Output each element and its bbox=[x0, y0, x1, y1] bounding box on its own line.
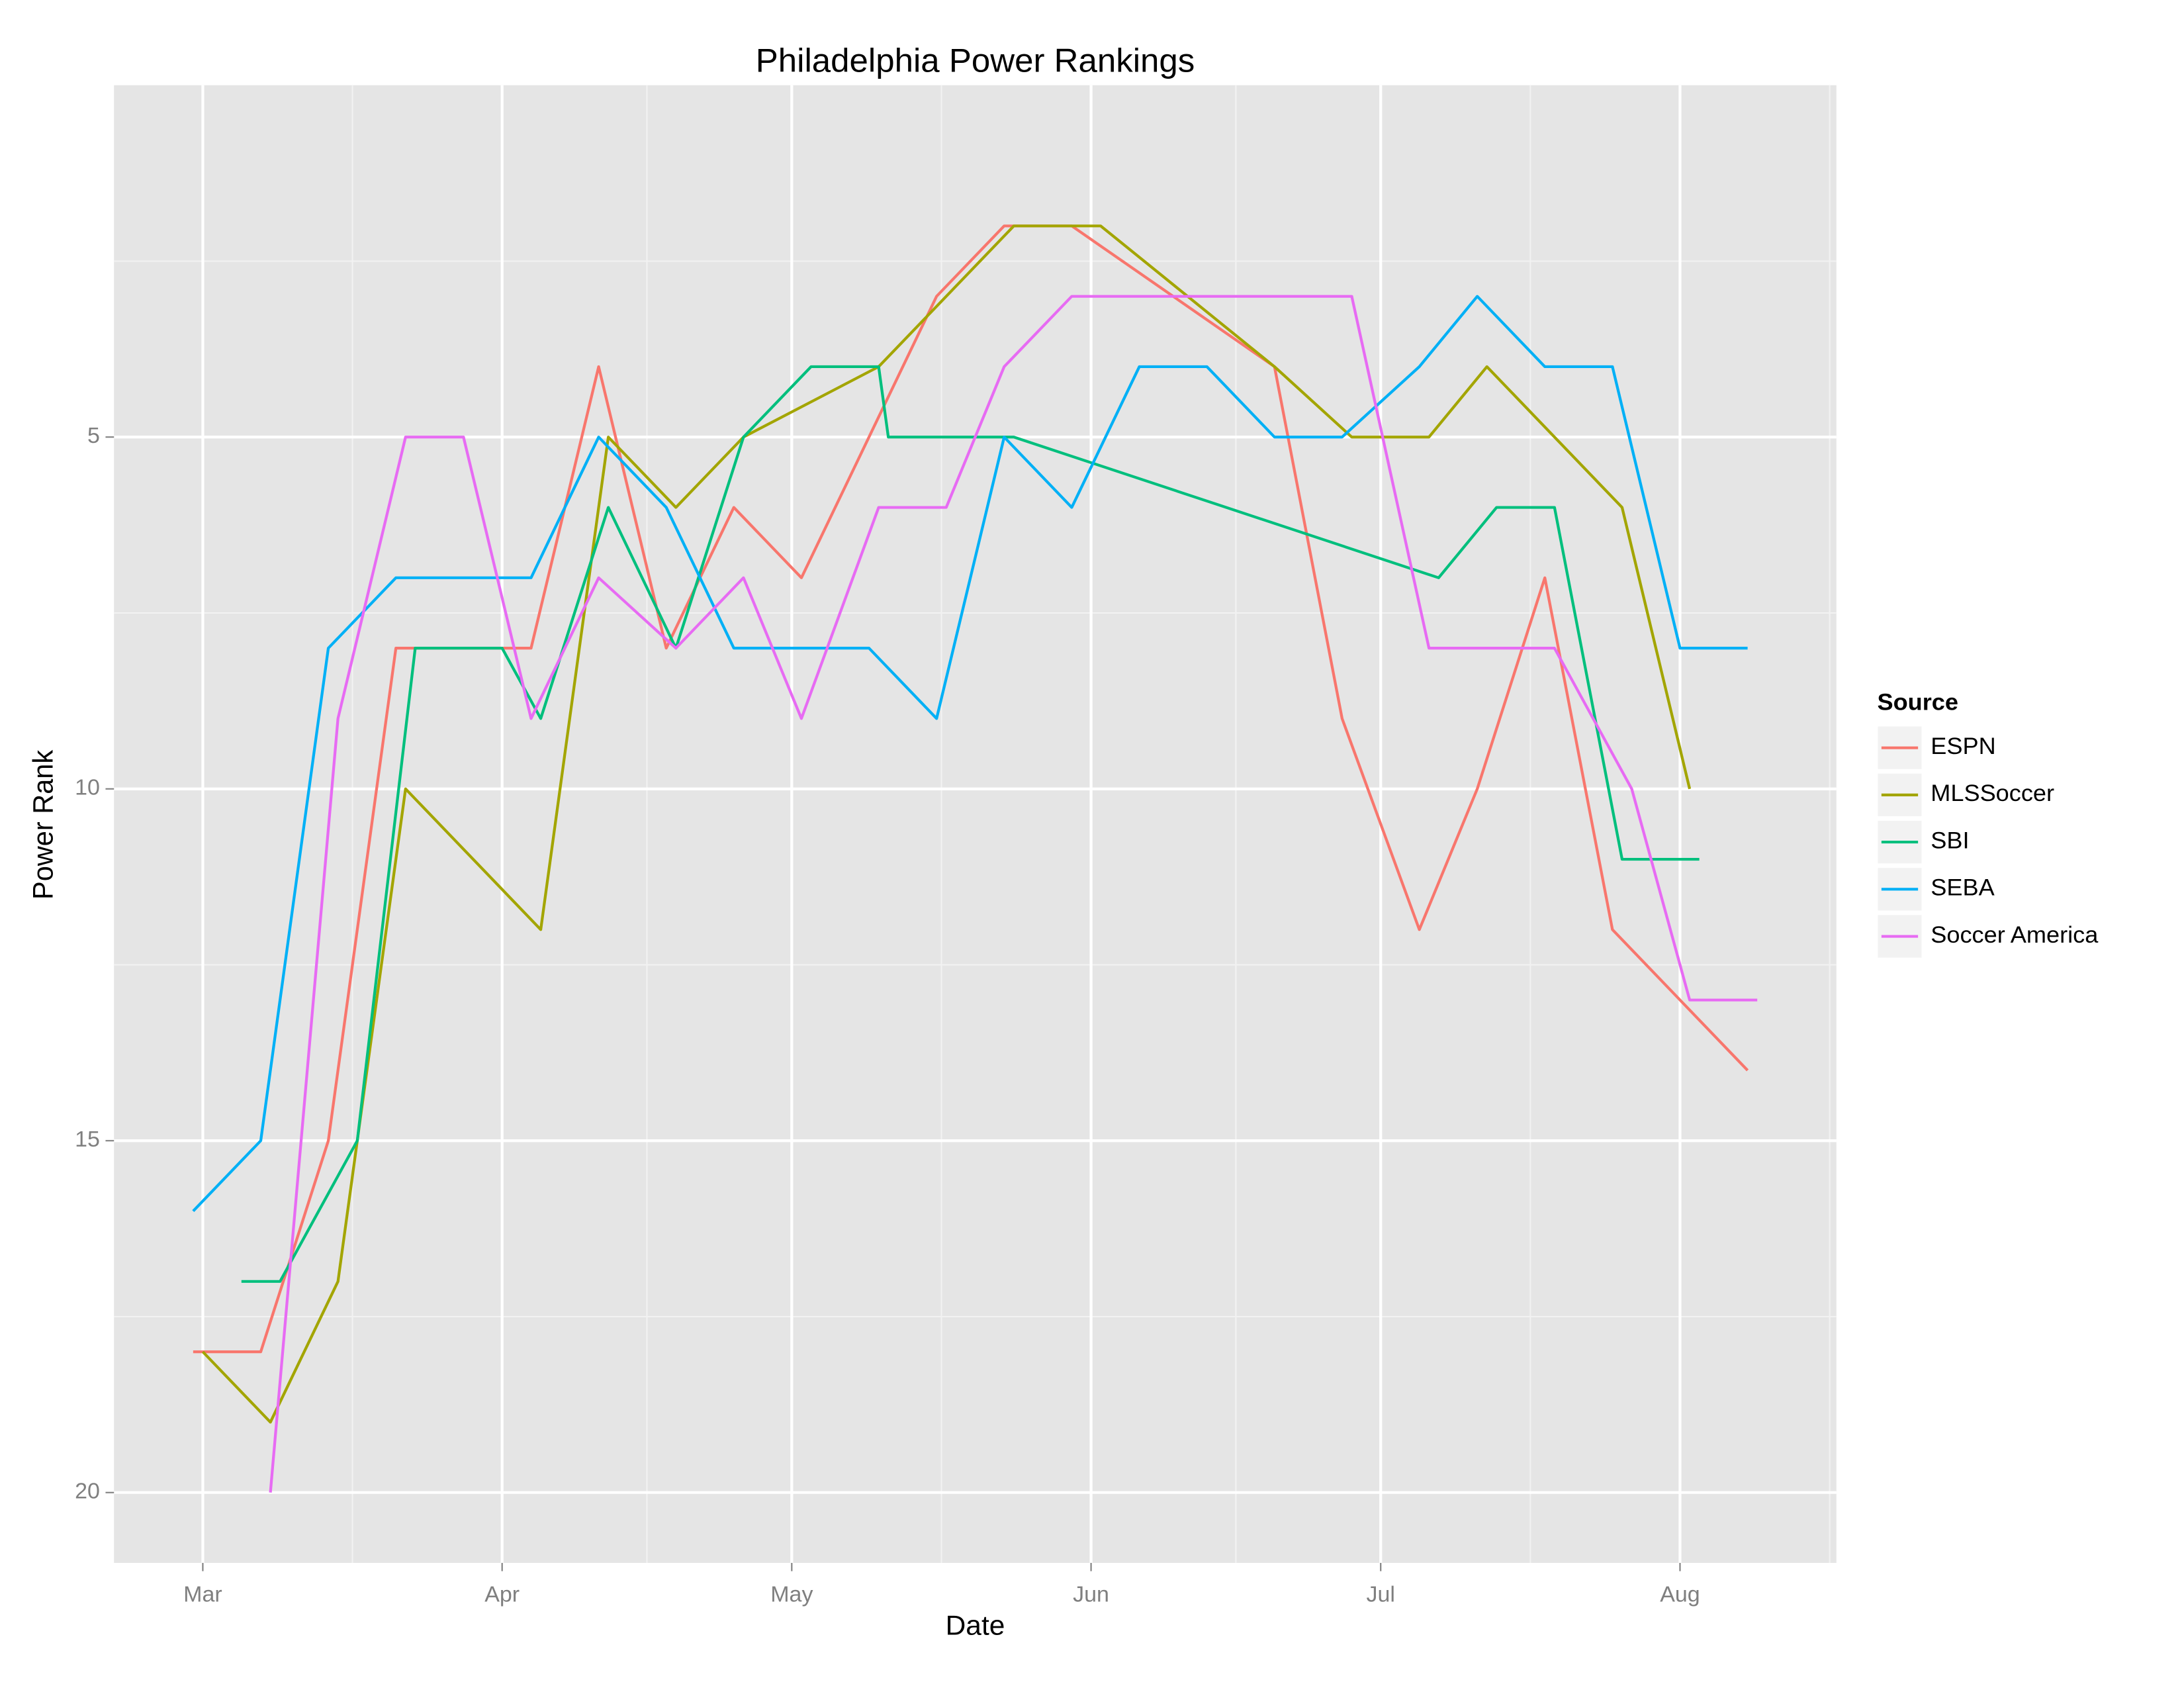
grid bbox=[114, 85, 1837, 1564]
series-line bbox=[192, 295, 1748, 1212]
legend-title: Source bbox=[1877, 689, 1958, 716]
series-line bbox=[193, 224, 1749, 1354]
chart-title: Philadelphia Power Rankings bbox=[756, 42, 1195, 79]
legend: ESPN MLSSoccer SBI SEBA Soccer America bbox=[1876, 725, 2098, 959]
legend-label: SEBA bbox=[1931, 874, 1995, 901]
legend-label: SBI bbox=[1931, 827, 1969, 854]
legend-label: MLSSoccer bbox=[1931, 780, 2054, 807]
x-axis-title: Date bbox=[946, 1610, 1005, 1640]
y-tick-label: 20 bbox=[75, 1479, 100, 1504]
y-tick-label: 15 bbox=[75, 1127, 100, 1152]
legend-label: ESPN bbox=[1931, 733, 1995, 759]
x-tick-label: Jul bbox=[1366, 1583, 1394, 1607]
legend-label: Soccer America bbox=[1931, 921, 2098, 948]
y-tick-label: 5 bbox=[87, 424, 100, 448]
lines bbox=[192, 224, 1758, 1493]
x-tick-label: Mar bbox=[183, 1583, 222, 1607]
series-line bbox=[269, 295, 1758, 1493]
y-axis-title: Power Rank bbox=[27, 749, 59, 900]
x-tick-label: May bbox=[770, 1583, 813, 1607]
x-tick-label: Aug bbox=[1660, 1583, 1700, 1607]
series-line bbox=[241, 365, 1700, 1283]
x-tick-label: Apr bbox=[484, 1583, 520, 1607]
x-tick-label: Jun bbox=[1073, 1583, 1109, 1607]
y-tick-label: 10 bbox=[75, 776, 100, 800]
